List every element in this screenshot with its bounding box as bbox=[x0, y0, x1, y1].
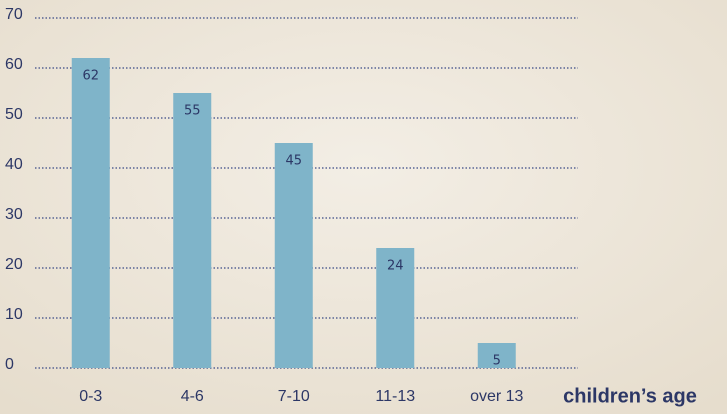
value-label: 62 bbox=[82, 69, 99, 84]
x-tick-label: over 13 bbox=[470, 388, 523, 405]
value-label: 55 bbox=[184, 104, 201, 119]
x-tick-label: 11-13 bbox=[375, 388, 415, 405]
y-tick-label: 30 bbox=[5, 206, 23, 223]
x-tick-label: 0-3 bbox=[79, 388, 102, 405]
x-tick-label: 7-10 bbox=[278, 388, 310, 405]
bar bbox=[477, 343, 516, 368]
value-label: 24 bbox=[387, 259, 404, 274]
bar bbox=[376, 248, 415, 368]
y-tick-label: 20 bbox=[5, 256, 23, 273]
value-label: 45 bbox=[285, 154, 302, 169]
y-tick-label: 0 bbox=[5, 356, 14, 373]
bar bbox=[274, 143, 313, 368]
bar bbox=[173, 93, 212, 368]
value-label: 5 bbox=[493, 354, 501, 369]
y-tick-label: 10 bbox=[5, 306, 23, 323]
x-axis-label: children’s age bbox=[563, 385, 697, 407]
y-tick-label: 50 bbox=[5, 106, 23, 123]
y-tick-label: 40 bbox=[5, 156, 23, 173]
x-tick-label: 4-6 bbox=[181, 388, 204, 405]
bar bbox=[71, 58, 110, 368]
y-tick-label: 70 bbox=[5, 6, 23, 23]
y-tick-label: 60 bbox=[5, 56, 23, 73]
